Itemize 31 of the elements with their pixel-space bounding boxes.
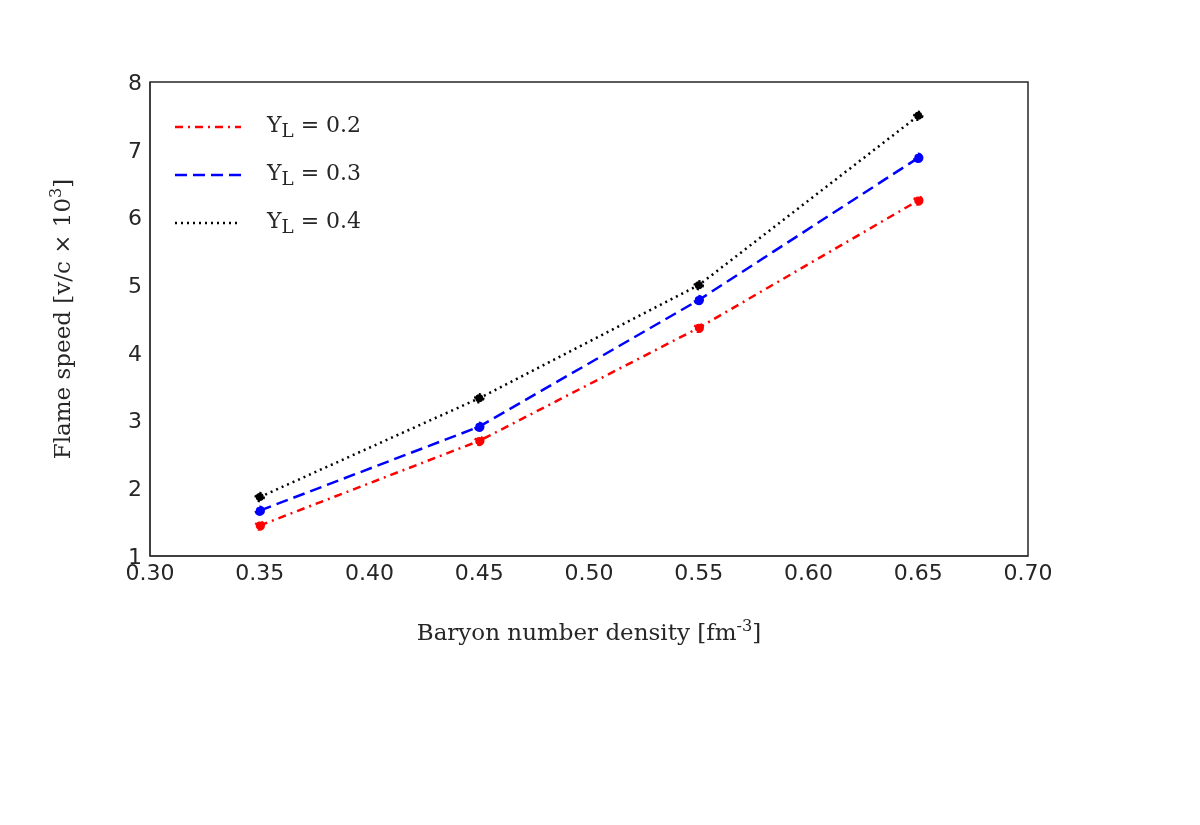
- x-tick-label: 0.70: [1003, 559, 1053, 585]
- x-tick-label: 0.50: [564, 559, 614, 585]
- x-tick-label: 0.60: [784, 559, 833, 585]
- point: [474, 435, 485, 447]
- point: [693, 322, 704, 334]
- y-tick-label: 6: [128, 205, 142, 231]
- point: [254, 520, 265, 531]
- point: [254, 491, 265, 503]
- point: [913, 152, 924, 164]
- y-tick-label: 2: [128, 476, 142, 502]
- y-tick-label: 5: [128, 272, 142, 298]
- point: [913, 195, 924, 206]
- x-tick-label: 0.35: [235, 559, 285, 585]
- y-tick-label: 8: [128, 69, 142, 95]
- x-tick-label: 0.40: [345, 559, 394, 585]
- point: [693, 279, 704, 291]
- point: [693, 294, 704, 306]
- x-tick-label: 0.45: [454, 559, 504, 585]
- point: [474, 392, 485, 404]
- y-tick-label: 4: [128, 340, 142, 366]
- point: [913, 110, 924, 122]
- point: [474, 421, 485, 432]
- x-axis-title: Baryon number density [fm$^{-3}$]: [416, 615, 762, 645]
- x-tick-label: 0.55: [674, 559, 724, 585]
- x-tick-label: 0.65: [893, 559, 943, 585]
- legend-label: Y$_{L}$ = 0.3: [267, 160, 362, 190]
- point: [254, 505, 265, 516]
- y-tick-label: 3: [128, 408, 142, 434]
- legend-label: Y$_{L}$ = 0.4: [267, 208, 362, 238]
- legend-label: Y$_{L}$ = 0.2: [267, 112, 362, 142]
- y-tick-label: 7: [128, 137, 142, 163]
